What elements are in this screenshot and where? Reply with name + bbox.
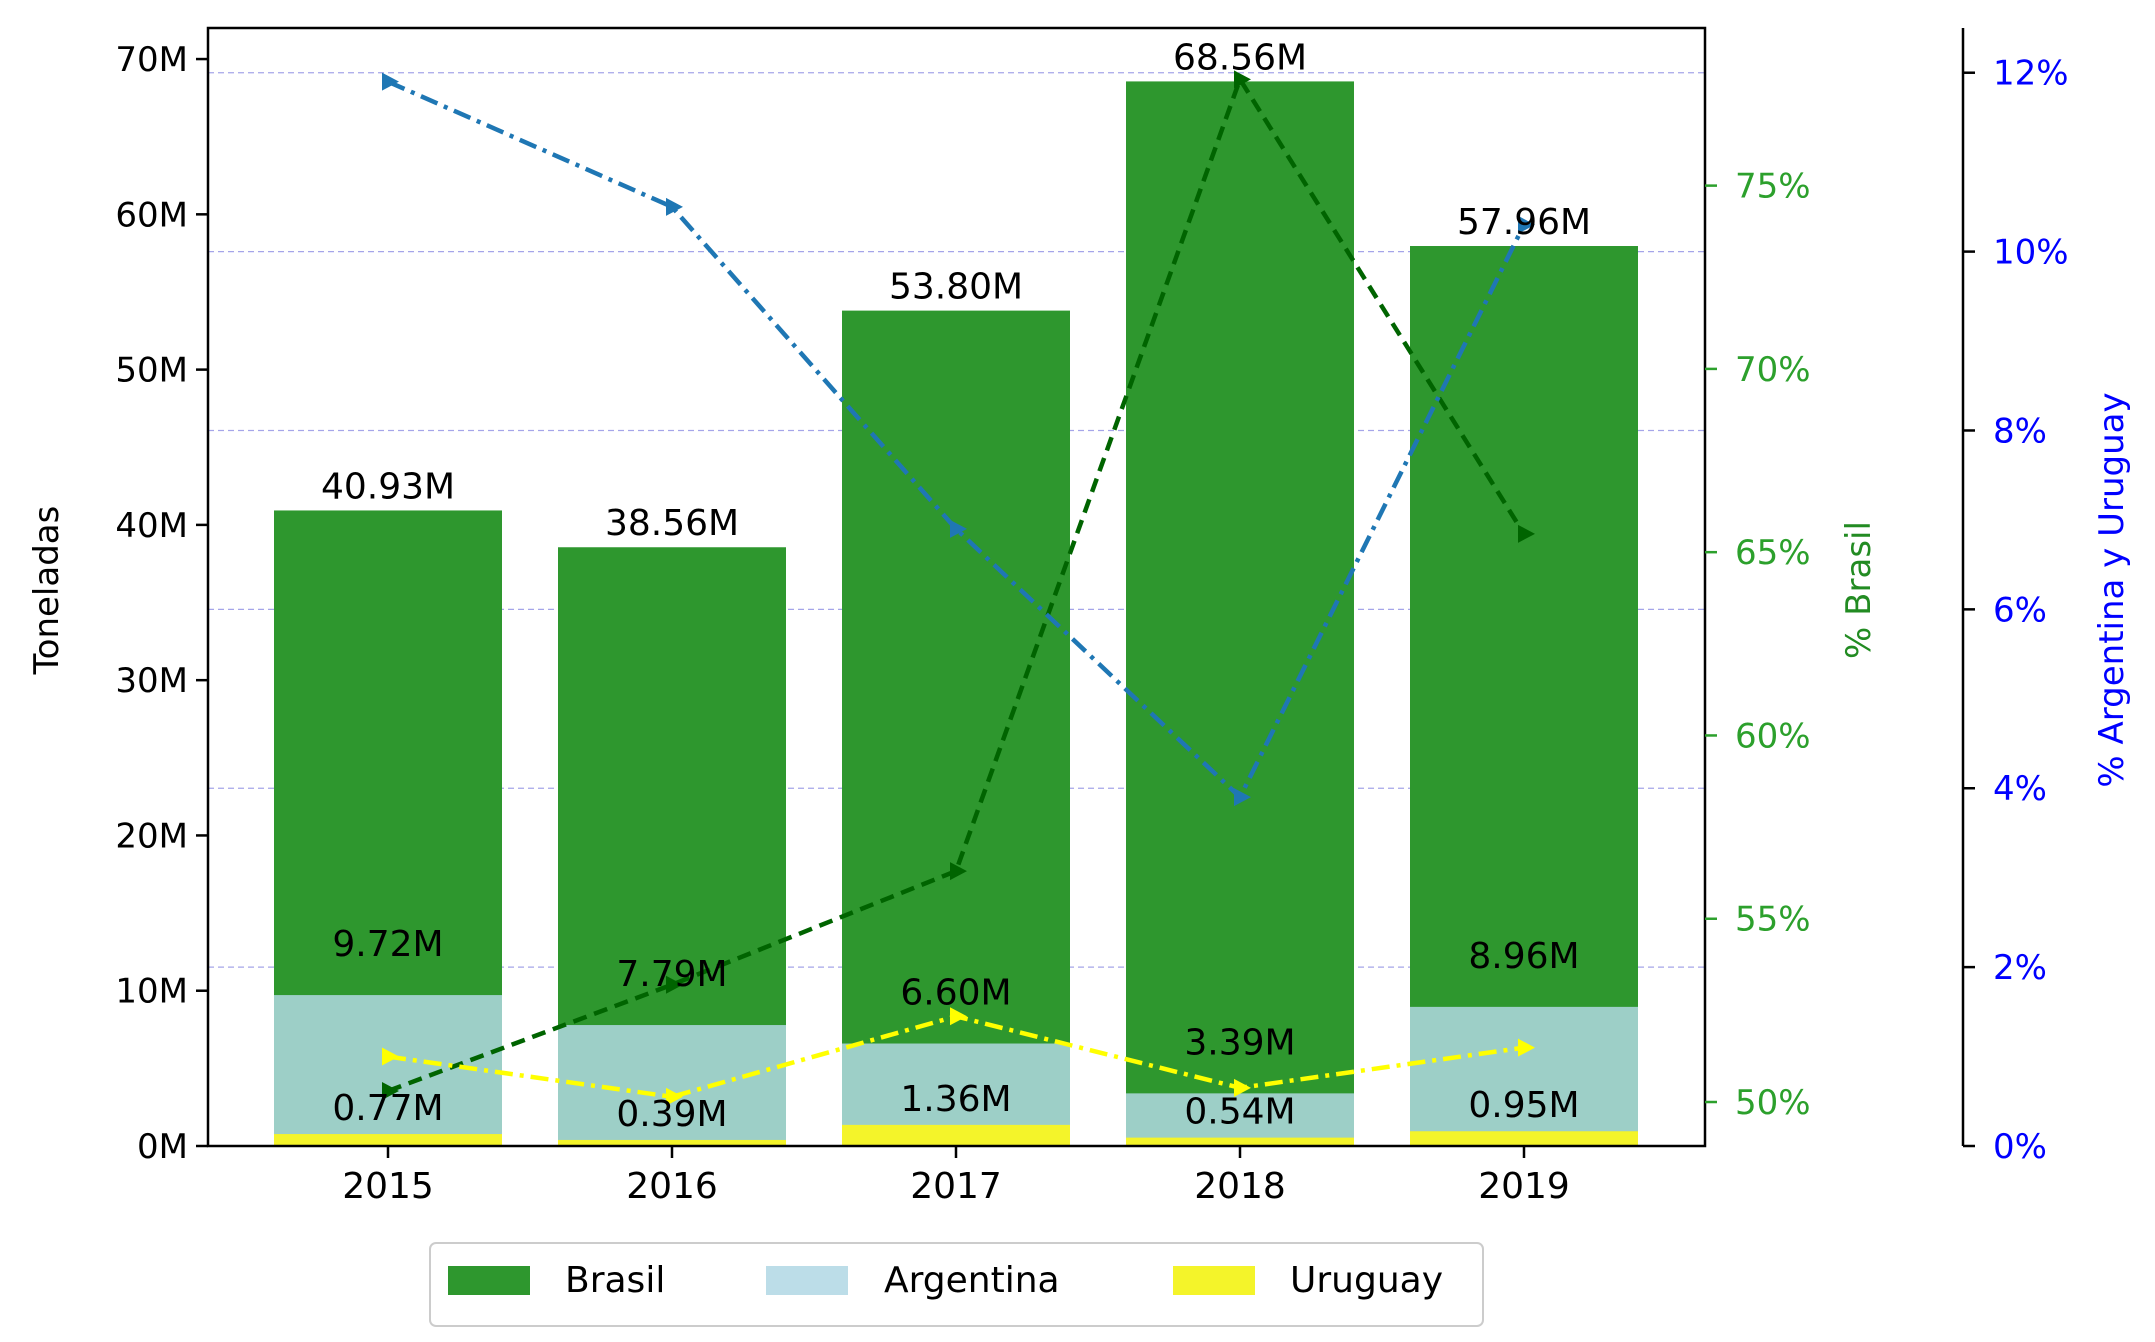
data-label-uruguay-2016: 0.39M: [616, 1094, 727, 1135]
data-label-uruguay-2017: 1.36M: [900, 1079, 1011, 1120]
y-tick-label: 70M: [115, 40, 188, 80]
arg-uru-pct-tick-label: 4%: [1993, 769, 2047, 809]
data-label-brasil-2015: 40.93M: [321, 466, 455, 507]
marker-uruguay-2018: [1234, 1078, 1251, 1097]
arg-uru-pct-tick-label: 8%: [1993, 411, 2047, 451]
data-label-argentina-2018: 3.39M: [1184, 1022, 1295, 1063]
marker-argentina-2017: [950, 519, 967, 538]
line-argentina: [387, 79, 1527, 801]
y-tick-label: 60M: [115, 195, 188, 235]
y-tick-label: 50M: [115, 351, 188, 391]
legend-swatch-argentina: [766, 1266, 848, 1295]
lines-layer: [382, 70, 1535, 1106]
data-label-argentina-2019: 8.96M: [1468, 936, 1579, 977]
legend-label-argentina: Argentina: [884, 1260, 1060, 1301]
brasil-pct-tick-label: 50%: [1735, 1083, 1811, 1123]
axes-layer: 0M 10M 20M 30M 40M 50M 60M 70M 2015 2016 2017 2018 2…: [115, 26, 2069, 1207]
legend-label-brasil: Brasil: [565, 1260, 665, 1301]
marker-brasil-2016: [666, 975, 683, 994]
data-label-uruguay-2015: 0.77M: [332, 1088, 443, 1129]
bar-uruguay-2016: [558, 1139, 786, 1146]
y-tick-label: 20M: [115, 816, 188, 856]
data-label-argentina-2016: 7.79M: [616, 954, 727, 995]
arg-uru-pct-tick-label: 2%: [1993, 948, 2047, 988]
x-tick-label: 2017: [910, 1166, 1002, 1207]
arg-uru-pct-tick-label: 0%: [1993, 1127, 2047, 1167]
legend-swatch-uruguay: [1173, 1266, 1255, 1295]
bar-argentina-2019: [1410, 1006, 1638, 1146]
bar-uruguay-2019: [1410, 1131, 1638, 1146]
y-axis-label: Toneladas: [27, 506, 67, 676]
y-tick-label: 40M: [115, 506, 188, 546]
data-label-brasil-2018: 68.56M: [1173, 37, 1307, 78]
y-tick-label: 30M: [115, 661, 188, 701]
brasil-pct-tick-label: 75%: [1735, 167, 1811, 207]
arg-uru-pct-axis-label: % Argentina y Uruguay: [2092, 392, 2132, 787]
marker-uruguay-2015: [382, 1047, 399, 1066]
data-label-brasil-2016: 38.56M: [605, 503, 739, 544]
bar-brasil-2018: [1126, 81, 1354, 1147]
marker-argentina-2018: [1234, 788, 1251, 807]
arg-uru-pct-tick-label: 12%: [1993, 54, 2069, 94]
brasil-pct-tick-label: 55%: [1735, 900, 1811, 940]
marker-argentina-2015: [382, 72, 399, 91]
line-brasil: [387, 74, 1526, 1094]
x-tick-label: 2016: [626, 1166, 718, 1207]
marker-argentina-2019: [1518, 215, 1535, 234]
data-label-argentina-2017: 6.60M: [900, 973, 1011, 1014]
x-tick-label: 2018: [1194, 1166, 1286, 1207]
bar-uruguay-2018: [1126, 1137, 1354, 1146]
x-tick-label: 2015: [342, 1166, 434, 1207]
data-label-uruguay-2019: 0.95M: [1468, 1085, 1579, 1126]
bar-uruguay-2015: [274, 1134, 502, 1146]
data-label-brasil-2017: 53.80M: [889, 267, 1023, 308]
marker-brasil-2018: [1234, 70, 1251, 89]
bar-argentina-2015: [274, 995, 502, 1146]
legend: Brasil Argentina Uruguay: [429, 1242, 1484, 1327]
bar-argentina-2018: [1126, 1093, 1354, 1146]
brasil-pct-axis-label: % Brasil: [1839, 521, 1879, 659]
data-label-uruguay-2018: 0.54M: [1184, 1092, 1295, 1133]
marker-uruguay-2017: [950, 1007, 967, 1026]
legend-label-uruguay: Uruguay: [1290, 1260, 1443, 1301]
marker-brasil-2017: [950, 862, 967, 881]
brasil-pct-tick-label: 65%: [1735, 533, 1811, 573]
data-label-argentina-2015: 9.72M: [332, 924, 443, 965]
y-tick-label: 0M: [137, 1127, 188, 1167]
bars-layer: [274, 81, 1638, 1147]
brasil-pct-tick-label: 70%: [1735, 350, 1811, 390]
marker-uruguay-2019: [1518, 1038, 1535, 1057]
brasil-pct-tick-label: 60%: [1735, 716, 1811, 756]
bar-argentina-2016: [558, 1025, 786, 1146]
marker-argentina-2016: [666, 197, 683, 216]
bar-brasil-2017: [842, 310, 1070, 1146]
data-label-brasil-2019: 57.96M: [1457, 202, 1591, 243]
x-tick-label: 2019: [1478, 1166, 1570, 1207]
legend-frame: [429, 1242, 1484, 1327]
legend-swatch-brasil: [448, 1266, 530, 1295]
marker-brasil-2019: [1518, 524, 1535, 543]
bar-brasil-2019: [1410, 246, 1638, 1146]
labels-layer: 40.93M 38.56M 53.80M 68.56M 57.96M 9.72M 7.79M…: [321, 37, 1591, 1135]
y-tick-label: 10M: [115, 972, 188, 1012]
arg-uru-pct-tick-label: 10%: [1993, 233, 2069, 273]
marker-uruguay-2016: [666, 1087, 683, 1106]
marker-brasil-2015: [382, 1082, 399, 1101]
bar-uruguay-2017: [842, 1124, 1070, 1146]
arg-uru-pct-tick-label: 6%: [1993, 590, 2047, 630]
